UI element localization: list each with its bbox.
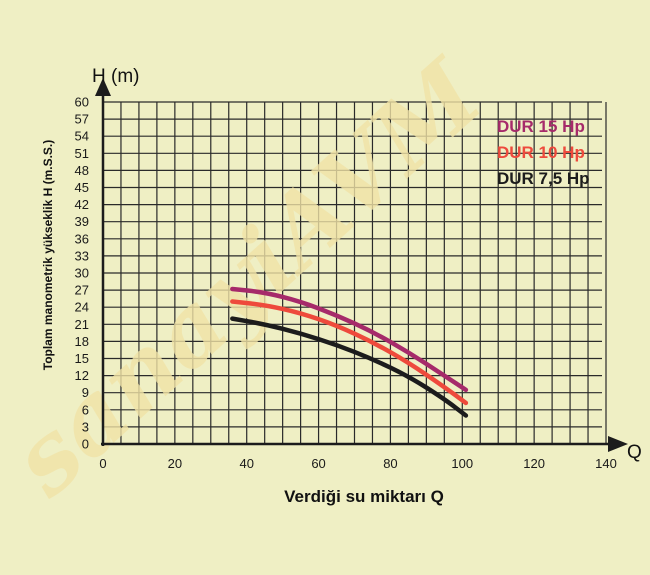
y-tick-label: 3	[82, 419, 89, 434]
y-tick-label: 57	[75, 112, 89, 127]
y-tick-label: 12	[75, 368, 89, 383]
y-tick-label: 0	[82, 437, 89, 452]
y-tick-label: 18	[75, 334, 89, 349]
y-tick-label: 36	[75, 231, 89, 246]
x-axis-title: Verdiği su miktarı Q	[284, 487, 444, 506]
y-tick-label: 60	[75, 95, 89, 110]
x-axis-symbol: Q	[627, 442, 642, 463]
y-tick-label: 24	[75, 300, 89, 315]
y-tick-label: 30	[75, 266, 89, 281]
x-tick-label: 140	[595, 456, 617, 471]
x-tick-label: 60	[311, 456, 325, 471]
chart-axes	[95, 78, 628, 452]
x-tick-label: 40	[239, 456, 253, 471]
legend: DUR 15 Hp DUR 10 Hp DUR 7,5 Hp	[497, 117, 590, 188]
chart-grid	[102, 101, 607, 445]
y-tick-label: 6	[82, 402, 89, 417]
series-line-2	[230, 316, 469, 418]
x-tick-label: 80	[383, 456, 397, 471]
x-tick-label: 0	[99, 456, 106, 471]
y-tick-label: 39	[75, 214, 89, 229]
legend-entry-2: DUR 7,5 Hp	[497, 169, 590, 188]
y-tick-label: 48	[75, 163, 89, 178]
series-line-0	[230, 286, 469, 393]
y-tick-label: 51	[75, 146, 89, 161]
y-axis-arrow	[95, 78, 111, 96]
y-axis-title: Toplam manometrik yükseklik H (m.S.S.)	[41, 140, 55, 371]
y-tick-label: 9	[82, 385, 89, 400]
x-tick-label: 100	[451, 456, 473, 471]
y-tick-label: 45	[75, 180, 89, 195]
y-tick-label: 54	[75, 129, 89, 144]
legend-entry-0: DUR 15 Hp	[497, 117, 585, 136]
y-axis-symbol: H (m)	[92, 66, 139, 87]
series-curves	[230, 286, 469, 418]
legend-entry-1: DUR 10 Hp	[497, 143, 585, 162]
y-tick-label: 21	[75, 317, 89, 332]
y-tick-label: 42	[75, 197, 89, 212]
x-tick-label: 20	[168, 456, 182, 471]
y-tick-label: 33	[75, 248, 89, 263]
series-line-1	[230, 299, 469, 406]
x-axis-arrow	[608, 436, 628, 452]
x-tick-label: 120	[523, 456, 545, 471]
y-tick-label: 15	[75, 351, 89, 366]
y-tick-label: 27	[75, 283, 89, 298]
